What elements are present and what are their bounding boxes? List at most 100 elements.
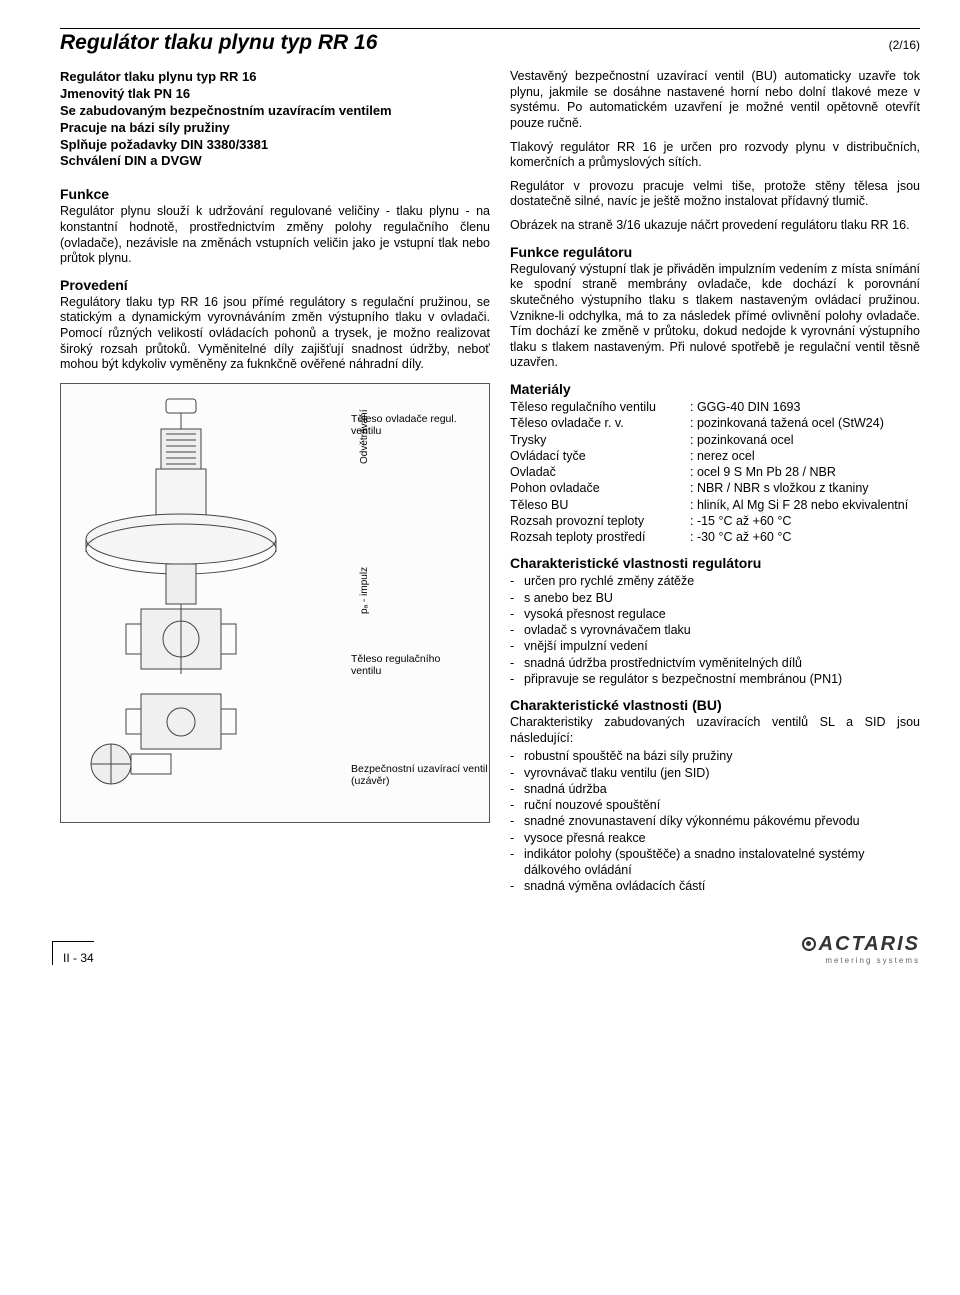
material-row: Ovládací tyče: nerez ocel [510,448,920,464]
page-header: Regulátor tlaku plynu typ RR 16 (2/16) [60,28,920,55]
bullet-item: -indikátor polohy (spouštěče) a snadno i… [510,846,920,879]
intro-line: Regulátor tlaku plynu typ RR 16 [60,69,490,86]
material-label: Těleso ovladače r. v. [510,415,690,431]
header-title: Regulátor tlaku plynu typ RR 16 [60,31,377,55]
section-title-char-bu: Charakteristické vlastnosti (BU) [510,697,920,713]
bullet-text: snadná výměna ovládacích částí [524,878,920,894]
regulator-schematic-icon [71,394,331,814]
bullet-text: vyrovnávač tlaku ventilu (jen SID) [524,765,920,781]
right-p4: Obrázek na straně 3/16 ukazuje náčrt pro… [510,218,920,234]
char-bu-list: -robustní spouštěč na bázi síly pružiny-… [510,748,920,894]
material-label: Ovladač [510,464,690,480]
logo-text: ACTARIS [819,933,920,955]
bullet-item: -vnější impulzní vedení [510,638,920,654]
material-value: : hliník, Al Mg Si F 28 nebo ekvivalentn… [690,497,920,513]
diagram-label: Těleso regulačního ventilu [351,654,471,677]
material-row: Trysky: pozinkovaná ocel [510,432,920,448]
material-value: : -15 °C až +60 °C [690,513,920,529]
bullet-dash: - [510,622,524,638]
diagram-label: Bezpečnostní uzavírací ventil (uzávěr) [351,764,491,787]
logo-icon [802,937,816,951]
right-p1: Vestavěný bezpečnostní uzavírací ventil … [510,69,920,132]
material-row: Těleso regulačního ventilu: GGG-40 DIN 1… [510,399,920,415]
diagram-label: pₐ - impulz [359,567,370,614]
bullet-dash: - [510,830,524,846]
material-label: Trysky [510,432,690,448]
bullet-item: -ruční nouzové spouštění [510,797,920,813]
bullet-item: -připravuje se regulátor s bezpečnostní … [510,671,920,687]
material-row: Těleso ovladače r. v.: pozinkovaná tažen… [510,415,920,431]
bullet-text: indikátor polohy (spouštěče) a snadno in… [524,846,920,879]
intro-line: Splňuje požadavky DIN 3380/3381 [60,137,490,154]
funkce-reg-text: Regulovaný výstupní tlak je přiváděn imp… [510,262,920,371]
bullet-text: ovladač s vyrovnávačem tlaku [524,622,920,638]
bullet-text: snadná údržba [524,781,920,797]
technical-diagram: Těleso ovladače regul. ventilu Odvětrává… [60,383,490,823]
bullet-text: s anebo bez BU [524,590,920,606]
material-value: : GGG-40 DIN 1693 [690,399,920,415]
bullet-dash: - [510,878,524,894]
provedeni-text: Regulátory tlaku typ RR 16 jsou přímé re… [60,295,490,373]
bullet-dash: - [510,813,524,829]
intro-line: Schválení DIN a DVGW [60,153,490,170]
bullet-dash: - [510,748,524,764]
char-bu-intro: Charakteristiky zabudovaných uzavíracích… [510,715,920,746]
material-row: Ovladač: ocel 9 S Mn Pb 28 / NBR [510,464,920,480]
material-label: Pohon ovladače [510,480,690,496]
logo-subtitle: metering systems [802,956,920,965]
material-row: Rozsah teploty prostředí: -30 °C až +60 … [510,529,920,545]
bullet-item: -snadná údržba [510,781,920,797]
bullet-text: připravuje se regulátor s bezpečnostní m… [524,671,920,687]
bullet-text: vysoká přesnost regulace [524,606,920,622]
bullet-dash: - [510,606,524,622]
material-value: : ocel 9 S Mn Pb 28 / NBR [690,464,920,480]
bullet-item: -snadná výměna ovládacích částí [510,878,920,894]
bullet-text: určen pro rychlé změny zátěže [524,573,920,589]
bullet-item: -určen pro rychlé změny zátěže [510,573,920,589]
material-label: Těleso BU [510,497,690,513]
intro-line: Pracuje na bázi síly pružiny [60,120,490,137]
section-title-materialy: Materiály [510,381,920,397]
material-value: : NBR / NBR s vložkou z tkaniny [690,480,920,496]
char-reg-list: -určen pro rychlé změny zátěže-s anebo b… [510,573,920,687]
bullet-dash: - [510,781,524,797]
diagram-label: Odvětrávání [359,409,370,463]
funkce-text: Regulátor plynu slouží k udržování regul… [60,204,490,267]
bullet-text: vnější impulzní vedení [524,638,920,654]
section-title-funkce: Funkce [60,186,490,202]
bullet-dash: - [510,590,524,606]
right-column: Vestavěný bezpečnostní uzavírací ventil … [510,69,920,895]
bullet-dash: - [510,846,524,879]
section-title-char-reg: Charakteristické vlastnosti regulátoru [510,555,920,571]
material-value: : pozinkovaná tažená ocel (StW24) [690,415,920,431]
footer-page-number: II - 34 [52,941,94,965]
bullet-dash: - [510,655,524,671]
bullet-text: snadné znovunastavení díky výkonnému pák… [524,813,920,829]
right-p3: Regulátor v provozu pracuje velmi tiše, … [510,179,920,210]
material-label: Rozsah provozní teploty [510,513,690,529]
section-title-provedeni: Provedení [60,277,490,293]
section-title-funkce-reg: Funkce regulátoru [510,244,920,260]
material-label: Ovládací tyče [510,448,690,464]
intro-line: Se zabudovaným bezpečnostním uzavíracím … [60,103,490,120]
bullet-text: ruční nouzové spouštění [524,797,920,813]
left-column: Regulátor tlaku plynu typ RR 16 Jmenovit… [60,69,490,895]
bullet-dash: - [510,797,524,813]
material-row: Pohon ovladače: NBR / NBR s vložkou z tk… [510,480,920,496]
bullet-item: -robustní spouštěč na bázi síly pružiny [510,748,920,764]
bullet-item: -snadné znovunastavení díky výkonnému pá… [510,813,920,829]
intro-block: Regulátor tlaku plynu typ RR 16 Jmenovit… [60,69,490,170]
right-p2: Tlakový regulátor RR 16 je určen pro roz… [510,140,920,171]
materials-list: Těleso regulačního ventilu: GGG-40 DIN 1… [510,399,920,545]
bullet-dash: - [510,573,524,589]
material-label: Rozsah teploty prostředí [510,529,690,545]
material-value: : nerez ocel [690,448,920,464]
bullet-text: vysoce přesná reakce [524,830,920,846]
material-value: : -30 °C až +60 °C [690,529,920,545]
bullet-text: snadná údržba prostřednictvím vyměniteln… [524,655,920,671]
bullet-text: robustní spouštěč na bázi síly pružiny [524,748,920,764]
material-row: Rozsah provozní teploty: -15 °C až +60 °… [510,513,920,529]
bullet-dash: - [510,638,524,654]
bullet-item: -snadná údržba prostřednictvím vyměnitel… [510,655,920,671]
bullet-dash: - [510,765,524,781]
